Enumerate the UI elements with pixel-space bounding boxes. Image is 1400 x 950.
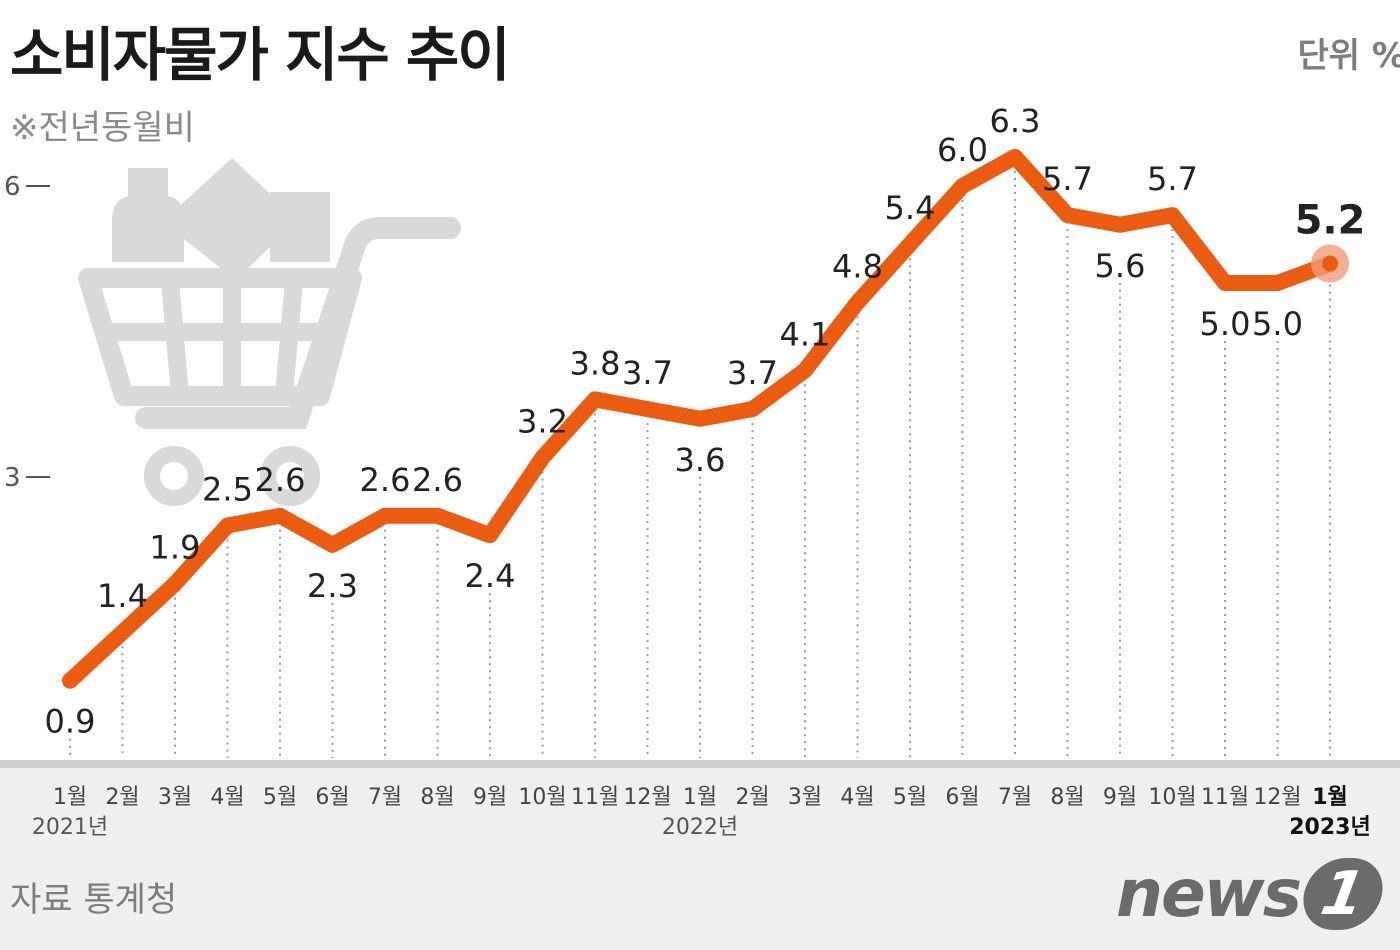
- data-point: [483, 528, 497, 543]
- x-tick-label: 11월: [1201, 785, 1249, 810]
- x-tick-label: 5월: [263, 785, 297, 810]
- data-point: [1165, 208, 1180, 223]
- x-tick-label: 1월: [683, 785, 717, 810]
- y-tick-label: 6: [4, 172, 21, 202]
- logo-word: news: [1115, 855, 1302, 932]
- data-point: [955, 179, 970, 193]
- x-tick-label: 10월: [1148, 785, 1196, 810]
- data-label: 4.1: [780, 315, 831, 353]
- x-tick-label: 10월: [518, 785, 566, 810]
- data-label: 2.3: [307, 567, 358, 605]
- data-point: [693, 411, 707, 426]
- data-point: [1322, 255, 1338, 272]
- unit-label: 단위 %: [1297, 36, 1400, 76]
- x-tick-label: 12월: [623, 785, 671, 810]
- data-point: [220, 518, 235, 533]
- data-point: [1113, 217, 1127, 232]
- data-point: [1060, 208, 1075, 223]
- data-point: [535, 450, 550, 465]
- data-label: 4.8: [832, 247, 883, 285]
- data-label: 5.7: [1147, 160, 1198, 198]
- x-tick-label: 8월: [420, 785, 454, 810]
- data-point: [430, 508, 445, 523]
- data-label: 5.2: [1295, 198, 1366, 244]
- data-label: 5.6: [1095, 247, 1146, 285]
- data-label: 1.9: [150, 529, 201, 567]
- logo-badge: 1: [1297, 858, 1389, 930]
- data-label: 3.6: [675, 441, 726, 479]
- comparison-note: ※전년동월비: [10, 108, 195, 148]
- x-tick-label: 6월: [315, 785, 349, 810]
- y-tick-label: 3: [4, 463, 21, 493]
- data-label: 6.3: [990, 102, 1041, 140]
- data-point: [63, 673, 77, 688]
- data-label: 5.0: [1200, 305, 1251, 343]
- data-point: [1218, 276, 1232, 290]
- x-tick-label: 1월: [1312, 785, 1348, 810]
- data-point: [640, 402, 655, 417]
- x-tick-label: 4월: [210, 785, 244, 810]
- shopping-cart-icon: [78, 158, 461, 506]
- x-tick-label: 9월: [1103, 785, 1137, 810]
- x-tick-label: 6월: [945, 785, 979, 810]
- news1-logo: news 1: [1115, 855, 1389, 932]
- x-tick-label: 7월: [368, 785, 402, 810]
- data-point: [903, 237, 917, 252]
- data-point: [798, 363, 812, 378]
- data-point: [168, 576, 182, 591]
- data-label: 2.5: [202, 471, 253, 509]
- data-label: 2.4: [465, 557, 516, 595]
- data-point: [850, 295, 865, 310]
- x-tick-label: 5월: [893, 785, 927, 810]
- x-axis-band: [0, 760, 1400, 950]
- data-label: 3.2: [517, 403, 568, 441]
- data-label: 0.9: [45, 703, 96, 741]
- data-point: [115, 625, 130, 640]
- x-tick-label: 3월: [158, 785, 192, 810]
- data-label: 5.7: [1042, 160, 1093, 198]
- data-label: 2.6: [255, 461, 306, 499]
- data-label: 2.6: [360, 461, 411, 499]
- data-point: [588, 392, 602, 407]
- data-point: [378, 508, 392, 523]
- page-title: 소비자물가 지수 추이: [10, 21, 511, 89]
- x-tick-label: 8월: [1050, 785, 1084, 810]
- data-point: [1270, 276, 1285, 290]
- x-tick-label: 7월: [998, 785, 1032, 810]
- x-tick-label: 3월: [788, 785, 822, 810]
- source-label: 자료 통계청: [10, 880, 178, 920]
- data-label: 6.0: [937, 131, 988, 169]
- year-label: 2022년: [662, 815, 738, 840]
- year-label: 2021년: [32, 815, 108, 840]
- data-label: 5.0: [1252, 305, 1303, 343]
- x-tick-label: 11월: [571, 785, 619, 810]
- x-tick-label: 2월: [105, 785, 139, 810]
- x-tick-label: 2월: [735, 785, 769, 810]
- data-label: 5.4: [885, 189, 936, 227]
- data-label: 3.7: [622, 354, 673, 392]
- data-label: 3.7: [727, 354, 778, 392]
- data-label: 3.8: [570, 344, 621, 382]
- year-label: 2023년: [1289, 815, 1370, 840]
- x-tick-label: 4월: [840, 785, 874, 810]
- x-tick-label: 1월: [53, 785, 87, 810]
- x-tick-label: 9월: [473, 785, 507, 810]
- data-point: [325, 537, 340, 552]
- data-label: 2.6: [412, 461, 463, 499]
- data-point: [745, 402, 760, 417]
- x-axis-band-edge: [0, 760, 1400, 768]
- data-point: [273, 508, 287, 523]
- data-label: 1.4: [97, 577, 148, 615]
- x-tick-label: 12월: [1253, 785, 1301, 810]
- data-point: [1008, 149, 1022, 164]
